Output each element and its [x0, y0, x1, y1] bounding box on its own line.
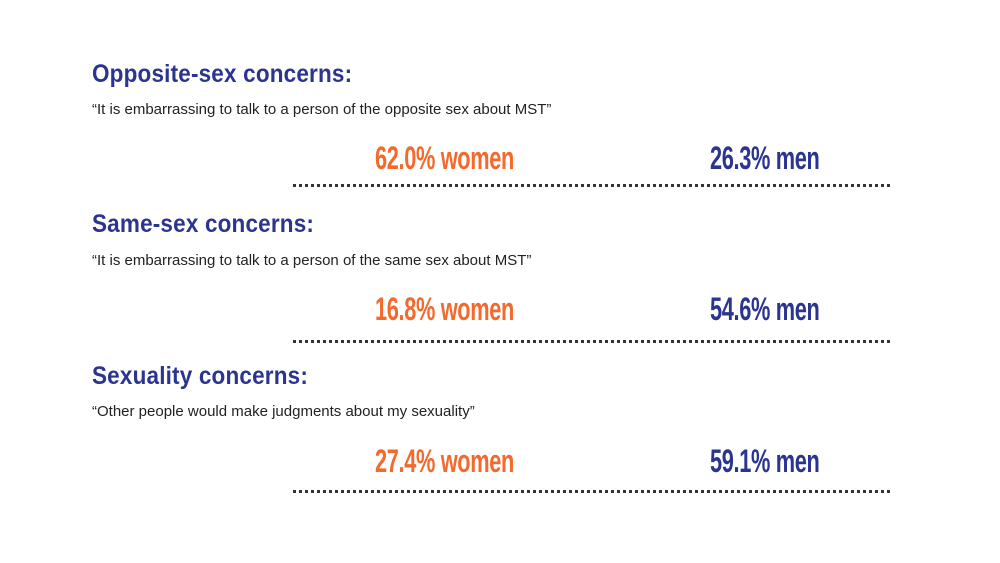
women-stat: 27.4% women [375, 443, 514, 479]
dotted-divider [293, 184, 890, 187]
men-stat: 59.1% men [710, 443, 820, 479]
men-stat: 26.3% men [710, 140, 820, 176]
section-quote: “It is embarrassing to talk to a person … [92, 252, 532, 269]
women-stat: 16.8% women [375, 291, 514, 327]
dotted-divider [293, 490, 890, 493]
women-stat: 62.0% women [375, 140, 514, 176]
men-stat: 54.6% men [710, 291, 820, 327]
section-quote: “It is embarrassing to talk to a person … [92, 101, 552, 118]
section-heading: Sexuality concerns: [92, 362, 309, 390]
section-heading: Opposite-sex concerns: [92, 60, 353, 88]
dotted-divider [293, 340, 890, 343]
section-heading: Same-sex concerns: [92, 210, 315, 238]
section-quote: “Other people would make judgments about… [92, 403, 475, 420]
